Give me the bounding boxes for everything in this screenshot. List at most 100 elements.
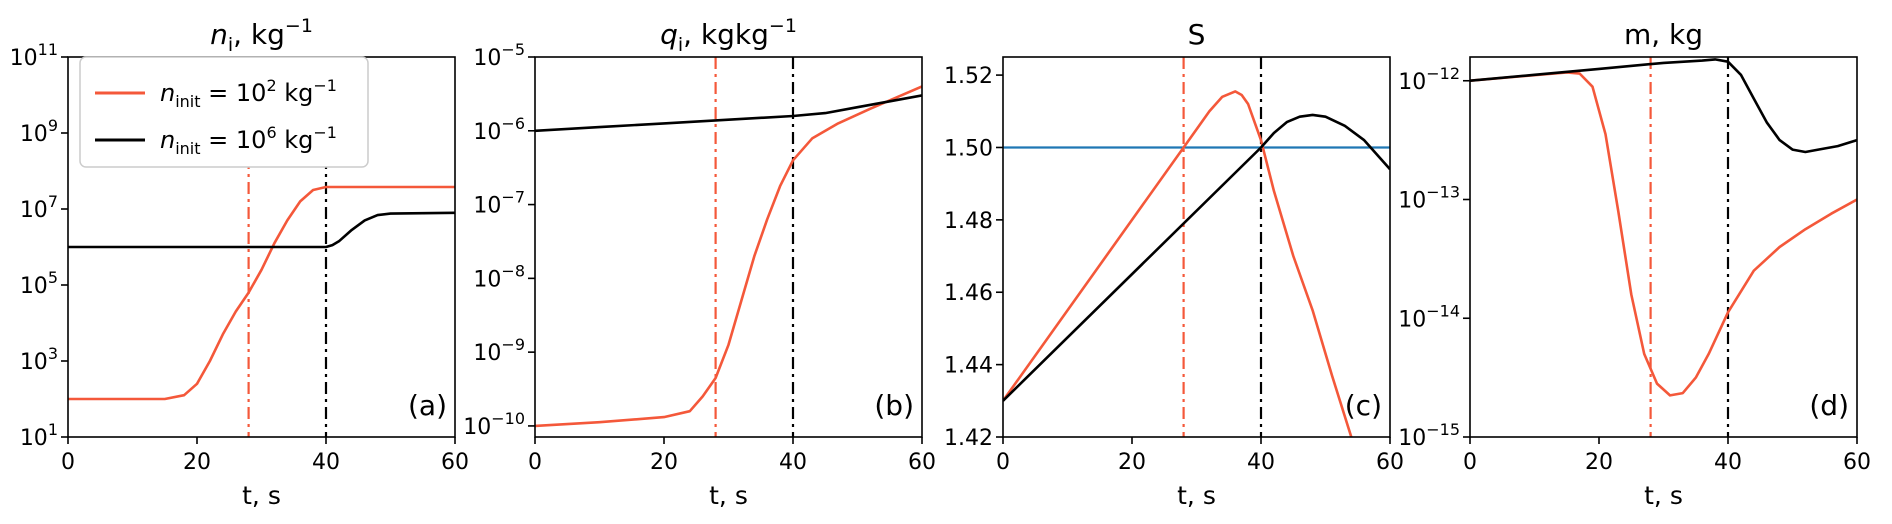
legend-label-unit: kg (277, 79, 314, 107)
y-tick-exp: −15 (1426, 420, 1460, 439)
y-tick-base: 10 (20, 122, 48, 147)
y-tick-exp: −10 (491, 409, 525, 428)
y-tick-exp: 11 (38, 40, 58, 59)
y-tick-exp: −14 (1426, 301, 1460, 320)
legend-label-low: ninit = 102 kg−1 (160, 76, 337, 111)
y-tick-exp: 1 (48, 420, 58, 439)
y-tick-label: 1.50 (944, 136, 993, 161)
plot-area (68, 57, 455, 437)
x-axis-label: t, s (1177, 481, 1216, 510)
y-tick-label: 109 (20, 116, 58, 147)
series-line-low (68, 185, 455, 401)
legend-frame (79, 56, 369, 168)
plot-area (1003, 57, 1390, 437)
y-tick-base: 10 (1398, 307, 1426, 332)
panel-tag: (c) (1345, 389, 1382, 422)
x-tick-label: 60 (1843, 450, 1871, 475)
panel-title: ni, kg−1 (210, 15, 313, 56)
y-tick-label: 103 (20, 344, 58, 375)
title-main: n (210, 18, 228, 51)
x-tick-label: 20 (1585, 450, 1613, 475)
x-tick-label: 20 (650, 450, 678, 475)
legend-label-unit-exp: −1 (313, 76, 337, 95)
plot-area (1470, 57, 1857, 437)
y-tick-exp: 3 (48, 344, 58, 363)
title-main: m, kg (1624, 18, 1703, 51)
y-tick-label: 10−9 (473, 335, 525, 366)
panel-title: m, kg (1624, 18, 1703, 51)
legend-label-exp: 2 (266, 76, 276, 95)
y-tick-exp: −9 (501, 335, 525, 354)
axis-frame (1002, 56, 1391, 438)
legend-label-main: n (160, 126, 175, 154)
y-tick-exp: 9 (48, 116, 58, 135)
series-line-low (535, 85, 922, 428)
panel-title: S (1188, 18, 1206, 51)
y-tick-base: 10 (473, 46, 501, 71)
x-tick-label: 60 (908, 450, 936, 475)
y-tick-base: 10 (473, 341, 501, 366)
legend-label-unit-exp: −1 (313, 123, 337, 142)
x-tick-label: 0 (528, 450, 542, 475)
series-line-low (1003, 90, 1353, 437)
title-sup: −1 (769, 15, 797, 37)
y-tick-label: 1.52 (944, 64, 993, 89)
x-tick-label: 0 (1463, 450, 1477, 475)
y-tick-exp: 7 (48, 192, 58, 211)
legend-label-exp: 6 (266, 123, 276, 142)
y-tick-label: 1.48 (944, 209, 993, 234)
legend: ninit = 102 kg−1 ninit = 106 kg−1 (79, 56, 369, 168)
legend-label-sub: init (175, 92, 200, 111)
series-line-high (535, 94, 922, 133)
y-tick-label: 105 (20, 268, 58, 299)
title-sup: −1 (285, 15, 313, 37)
legend-label-main: n (160, 79, 175, 107)
y-tick-base: 10 (20, 426, 48, 451)
y-tick-label: 10−15 (1398, 420, 1460, 451)
x-tick-label: 0 (61, 450, 75, 475)
y-tick-label: 10−7 (473, 188, 525, 219)
x-axis-label: t, s (709, 481, 748, 510)
legend-label-sub: init (175, 139, 200, 158)
title-sub: i (228, 34, 233, 56)
x-axis-label: t, s (1644, 481, 1683, 510)
y-tick-label: 10−6 (473, 114, 525, 145)
legend-label-rest: = 10 (201, 79, 267, 107)
y-tick-label: 1.46 (944, 281, 993, 306)
y-tick-base: 10 (20, 198, 48, 223)
y-tick-base: 10 (1398, 426, 1426, 451)
title-rest: , kg (233, 18, 285, 51)
y-tick-label: 1011 (10, 40, 58, 71)
panel-tag: (b) (874, 389, 914, 422)
y-tick-base: 10 (20, 350, 48, 375)
y-tick-base: 10 (20, 274, 48, 299)
x-tick-label: 40 (779, 450, 807, 475)
x-tick-label: 20 (1118, 450, 1146, 475)
x-tick-label: 60 (441, 450, 469, 475)
series-line-high (68, 211, 455, 249)
title-sub: i (678, 34, 683, 56)
panel-S: 0 20 40 60 1.42 1.44 1.46 1.48 1.50 1.52 St, s (c) (944, 18, 1404, 510)
y-tick-exp: 5 (48, 268, 58, 287)
legend-label-unit: kg (277, 126, 314, 154)
x-tick-label: 40 (1714, 450, 1742, 475)
y-tick-label: 10−8 (473, 261, 525, 292)
title-main: S (1188, 18, 1206, 51)
y-tick-exp: −6 (501, 114, 525, 133)
x-tick-label: 0 (996, 450, 1010, 475)
y-tick-label: 10−14 (1398, 301, 1460, 332)
series-line-high (1003, 113, 1390, 402)
series-line-high (1470, 58, 1857, 154)
axis-frame (1469, 56, 1858, 438)
y-tick-exp: −8 (501, 261, 525, 280)
x-tick-label: 40 (1247, 450, 1275, 475)
y-tick-base: 10 (473, 194, 501, 219)
y-tick-label: 10−10 (463, 409, 525, 440)
y-tick-base: 10 (473, 267, 501, 292)
panel-tag: (d) (1809, 389, 1849, 422)
y-tick-exp: −5 (501, 40, 525, 59)
series-line-low (1470, 71, 1857, 397)
y-tick-label: 10−12 (1398, 64, 1460, 95)
